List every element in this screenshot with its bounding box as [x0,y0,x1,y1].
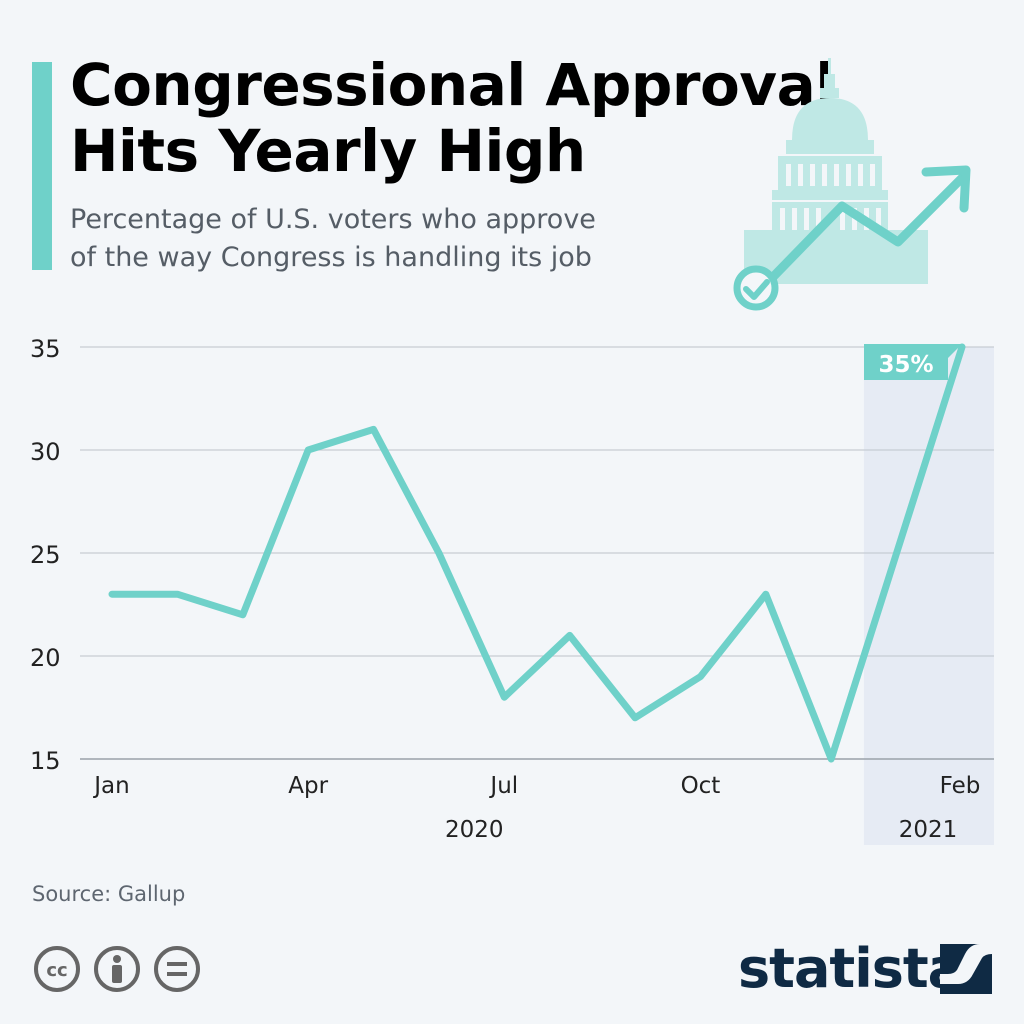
y-tick-label-25: 25 [30,541,61,569]
svg-text:cc: cc [46,960,67,981]
chart-title: Congressional Approval Hits Yearly High [70,52,835,184]
x-tick-label-feb: Feb [940,773,981,799]
y-tick-label-20: 20 [30,644,61,672]
annotation-tag-35 [864,344,962,380]
attribution-icon[interactable] [94,946,140,992]
no-derivatives-icon[interactable] [154,946,200,992]
approval-series-line [108,343,966,763]
license-icons: cc [34,946,200,992]
chart-title-line-2: Hits Yearly High [70,117,586,185]
chart-subtitle-line-2: of the way Congress is handling its job [70,242,592,273]
chart-subtitle: Percentage of U.S. voters who approve of… [70,201,710,277]
y-tick-label-15: 15 [30,747,61,775]
source-note: Source: Gallup [32,882,186,906]
x-tick-label-jul: Jul [488,773,518,799]
annotation-label-35: 35% [878,352,933,378]
y-tick-label-30: 30 [30,438,61,466]
year-label-2020: 2020 [445,817,504,843]
capitol-trend-icon [733,58,971,311]
chart-subtitle-line-1: Percentage of U.S. voters who approve [70,204,596,235]
year-label-2021: 2021 [899,817,958,843]
approval-line-chart: 15 20 25 30 35 Jan Apr Jul Oct Feb 2020 2021 35% [30,335,994,845]
y-tick-label-35: 35 [30,335,61,363]
statista-logo-icon[interactable] [940,944,992,994]
x-tick-label-oct: Oct [681,773,721,799]
title-accent-bar [32,62,52,270]
chart-title-line-1: Congressional Approval [70,51,835,119]
cc-icon[interactable]: cc [34,946,80,992]
x-tick-label-apr: Apr [288,773,328,799]
statista-logo-text[interactable]: statista [738,937,964,1000]
x-tick-label-jan: Jan [92,773,129,799]
